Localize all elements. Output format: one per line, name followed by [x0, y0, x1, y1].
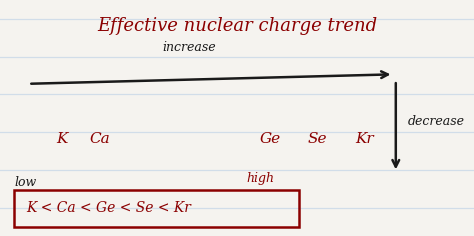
Text: Se: Se	[308, 132, 328, 146]
Text: decrease: decrease	[408, 115, 465, 128]
Text: Ca: Ca	[89, 132, 110, 146]
Text: low: low	[14, 176, 36, 190]
Bar	[14, 190, 299, 227]
Text: increase: increase	[163, 41, 217, 54]
Text: Effective nuclear charge trend: Effective nuclear charge trend	[97, 17, 377, 35]
Text: high: high	[246, 172, 274, 185]
Text: Ge: Ge	[260, 132, 281, 146]
Text: Kr: Kr	[356, 132, 374, 146]
Text: K: K	[56, 132, 67, 146]
Text: K < Ca < Ge < Se < Kr: K < Ca < Ge < Se < Kr	[26, 201, 191, 215]
